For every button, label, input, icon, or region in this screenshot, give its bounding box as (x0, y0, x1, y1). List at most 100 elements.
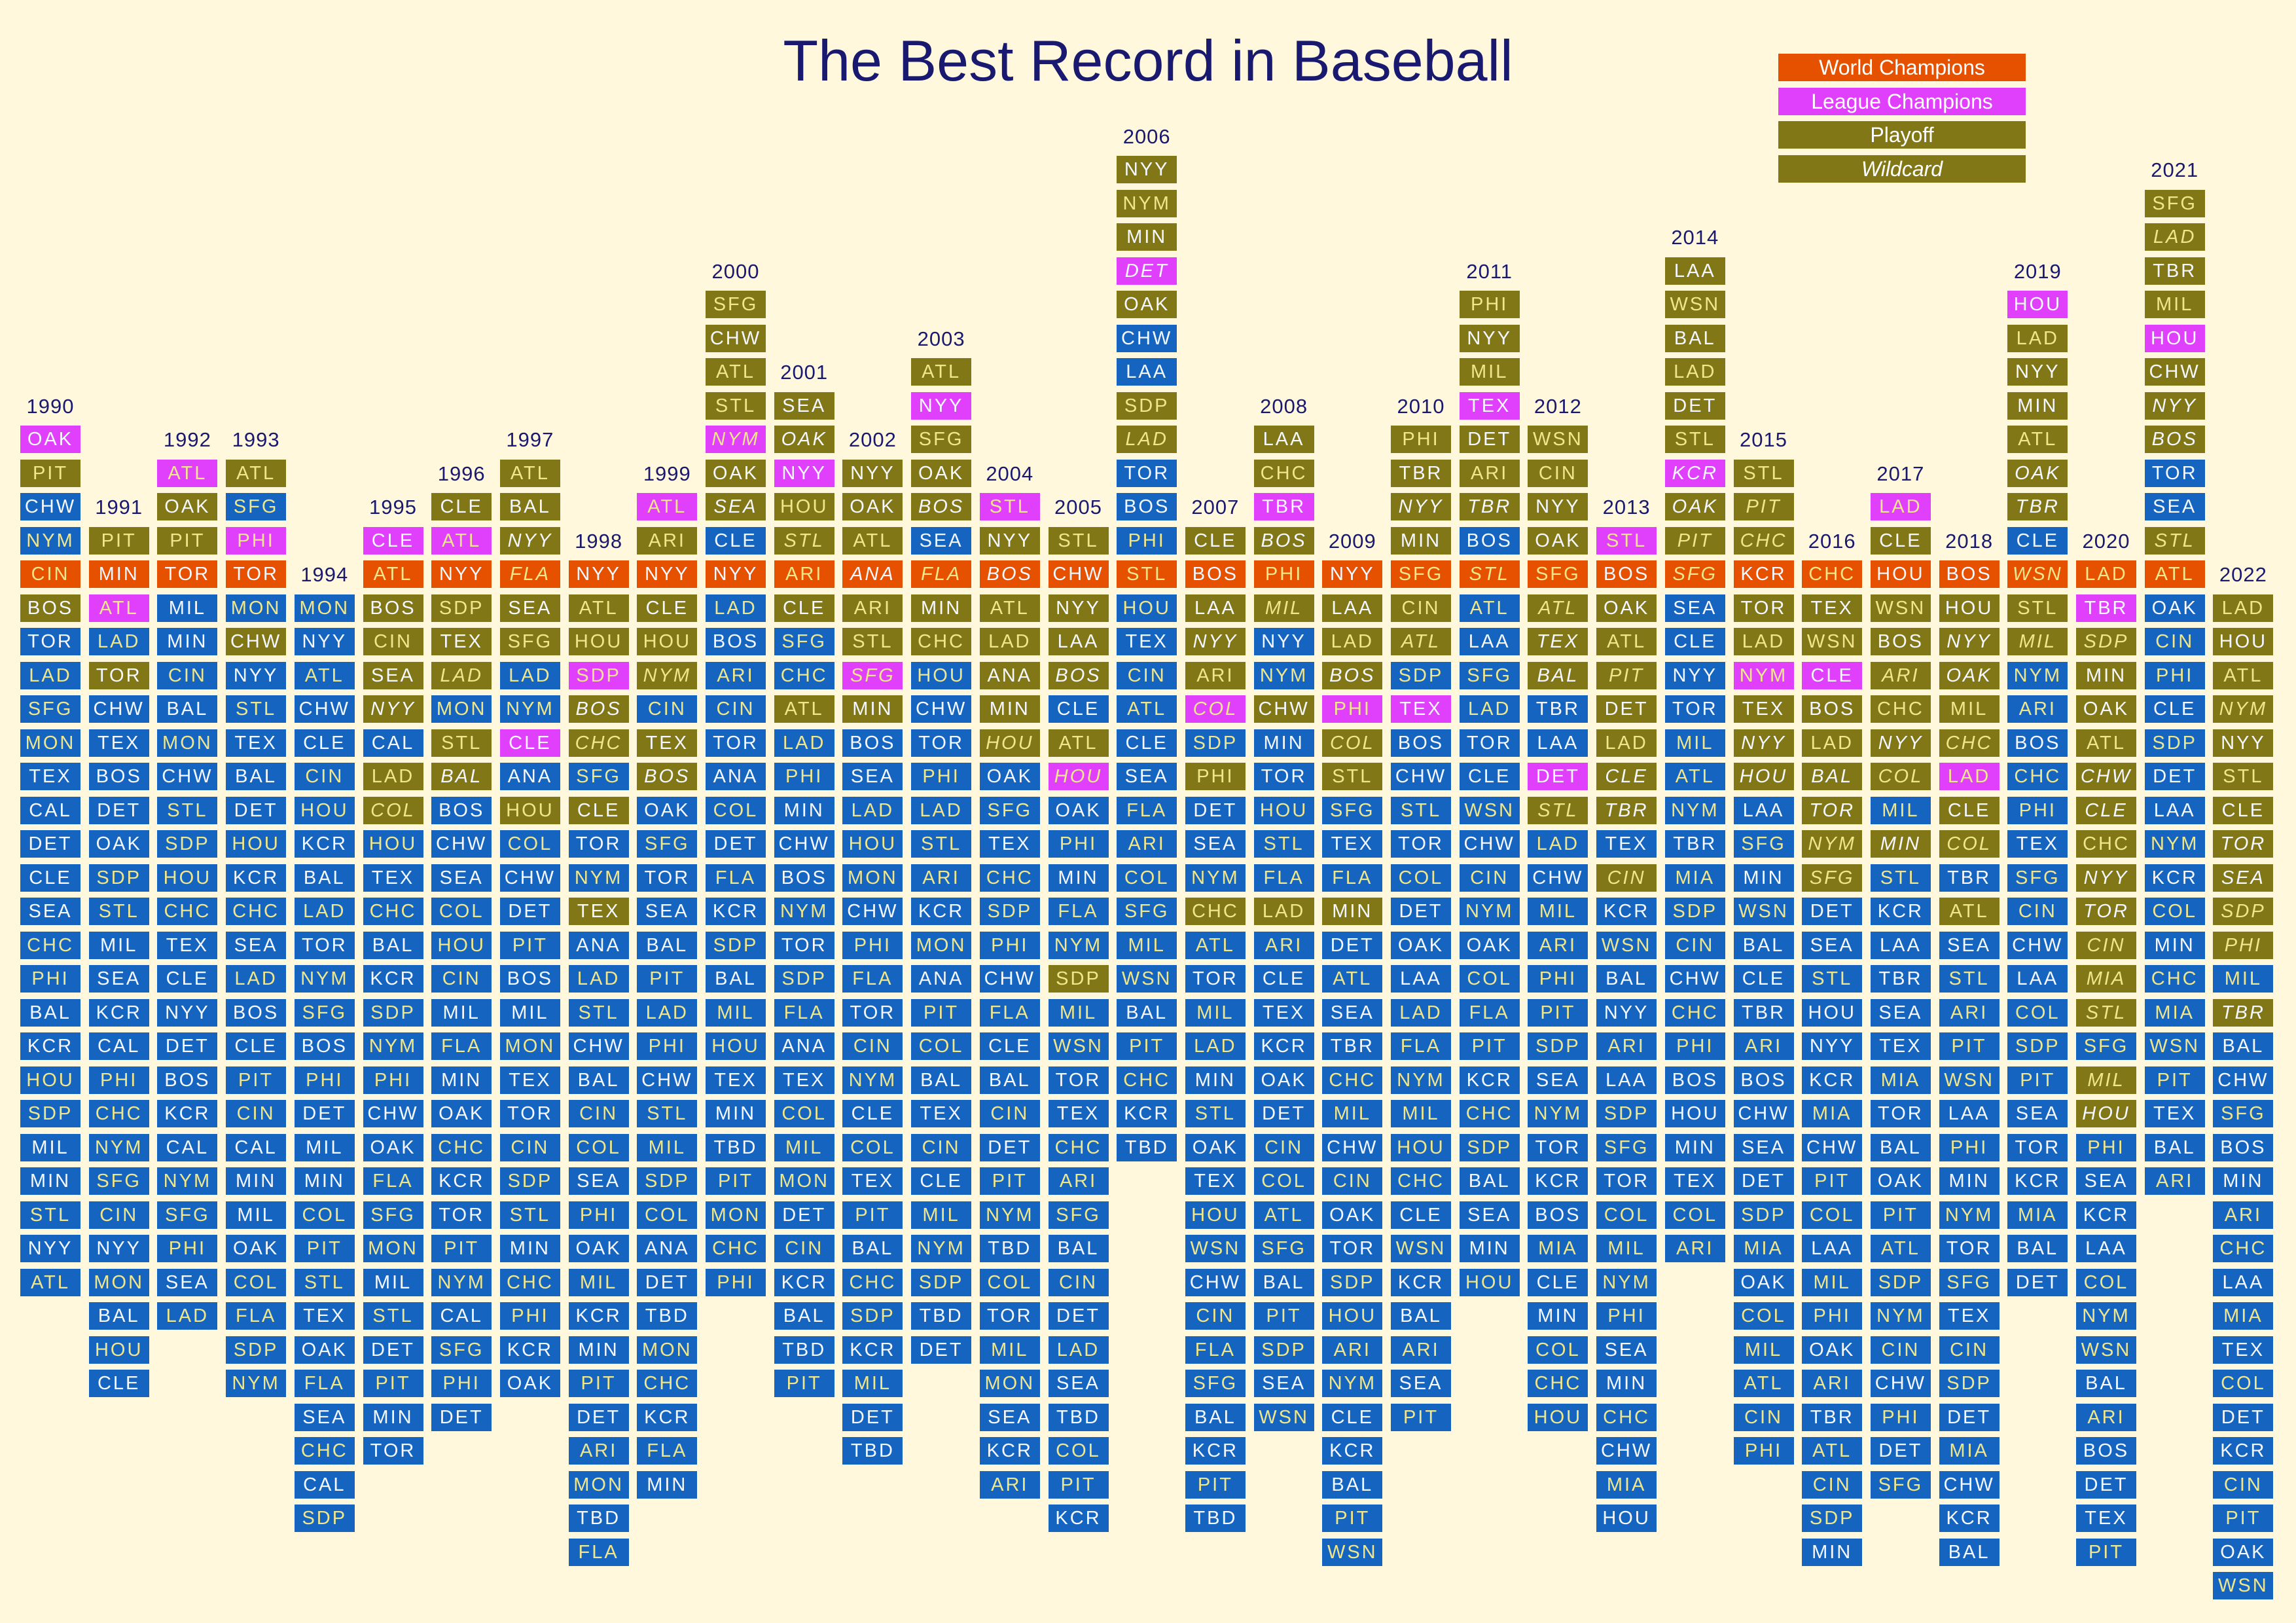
team-box-cle: CLE (431, 493, 492, 520)
team-box-ari: ARI (2076, 1403, 2136, 1431)
team-box-col: COL (637, 1201, 698, 1229)
team-box-hou: HOU (1596, 1504, 1657, 1532)
team-box-nym: NYM (1117, 189, 1177, 217)
team-box-oak: OAK (157, 493, 218, 520)
team-box-sea: SEA (1391, 1370, 1451, 1397)
team-box-nyy: NYY (363, 695, 423, 723)
team-box-chc: CHC (1802, 560, 1863, 588)
team-box-ana: ANA (774, 1032, 834, 1060)
team-box-fla: FLA (637, 1437, 698, 1465)
team-box-hou: HOU (842, 830, 903, 858)
team-box-stl: STL (88, 898, 149, 925)
team-box-hou: HOU (637, 628, 698, 655)
team-box-stl: STL (1253, 830, 1314, 858)
team-box-sdp: SDP (294, 1504, 355, 1532)
team-box-wsn: WSN (2144, 1032, 2205, 1060)
team-box-mil: MIL (2076, 1066, 2136, 1094)
team-box-fla: FLA (1048, 898, 1109, 925)
team-box-bos: BOS (2076, 1437, 2136, 1465)
team-box-mil: MIL (911, 1201, 972, 1229)
team-box-sdp: SDP (568, 661, 629, 689)
team-box-ari: ARI (1528, 931, 1588, 959)
team-box-chw: CHW (1185, 1268, 1246, 1296)
team-box-mia: MIA (1528, 1235, 1588, 1262)
team-box-oak: OAK (1870, 1167, 1931, 1195)
team-box-col: COL (1117, 864, 1177, 892)
team-box-col: COL (1253, 1167, 1314, 1195)
team-box-mil: MIL (568, 1268, 629, 1296)
team-box-tor: TOR (2144, 459, 2205, 487)
team-box-sea: SEA (1870, 998, 1931, 1027)
team-box-fla: FLA (1391, 1032, 1451, 1060)
team-box-nyy: NYY (1870, 729, 1931, 757)
team-box-chc: CHC (1733, 526, 1794, 555)
team-box-tex: TEX (842, 1167, 903, 1195)
team-box-cin: CIN (568, 1100, 629, 1127)
team-box-hou: HOU (1664, 1100, 1725, 1127)
team-box-col: COL (431, 898, 492, 925)
team-box-sea: SEA (842, 763, 903, 790)
team-box-kcr: KCR (774, 1268, 834, 1296)
team-box-oak: OAK (363, 1133, 423, 1161)
team-box-oak: OAK (1185, 1133, 1246, 1161)
team-box-stl: STL (20, 1201, 81, 1229)
team-box-cin: CIN (363, 628, 423, 655)
team-box-hou: HOU (911, 661, 972, 689)
team-box-kcr: KCR (979, 1437, 1040, 1465)
team-box-sdp: SDP (363, 998, 423, 1027)
team-box-tor: TOR (431, 1201, 492, 1229)
team-box-sdp: SDP (1939, 1370, 2000, 1397)
team-box-mil: MIL (1391, 1100, 1451, 1127)
team-box-tex: TEX (88, 729, 149, 757)
team-box-wsn: WSN (2007, 560, 2068, 588)
team-box-stl: STL (1870, 864, 1931, 892)
team-box-hou: HOU (774, 493, 834, 520)
team-box-ari: ARI (1322, 1336, 1383, 1364)
team-box-nym: NYM (1664, 796, 1725, 824)
team-box-mon: MON (88, 1268, 149, 1296)
team-box-mil: MIL (979, 1336, 1040, 1364)
team-box-atl: ATL (774, 695, 834, 723)
team-box-sdp: SDP (157, 830, 218, 858)
team-box-kcr: KCR (1117, 1100, 1177, 1127)
team-box-oak: OAK (568, 1235, 629, 1262)
team-box-lad: LAD (706, 594, 766, 622)
team-box-sdp: SDP (88, 864, 149, 892)
team-box-cin: CIN (2007, 898, 2068, 925)
team-box-col: COL (2213, 1370, 2274, 1397)
team-box-col: COL (1664, 1201, 1725, 1229)
team-box-cin: CIN (979, 1100, 1040, 1127)
team-box-hou: HOU (363, 830, 423, 858)
team-box-nym: NYM (1185, 864, 1246, 892)
team-box-tbr: TBR (1596, 796, 1657, 824)
team-box-cin: CIN (637, 695, 698, 723)
team-box-tex: TEX (1322, 830, 1383, 858)
team-box-laa: LAA (1459, 628, 1520, 655)
team-box-cle: CLE (1322, 1403, 1383, 1431)
team-box-atl: ATL (1117, 695, 1177, 723)
team-box-pit: PIT (363, 1370, 423, 1397)
team-box-cin: CIN (2213, 1470, 2274, 1499)
team-box-lad: LAD (499, 661, 560, 689)
team-box-fla: FLA (842, 965, 903, 993)
team-box-oak: OAK (20, 426, 81, 453)
team-box-col: COL (911, 1032, 972, 1060)
team-box-chw: CHW (1322, 1133, 1383, 1161)
team-box-phi: PHI (842, 931, 903, 959)
team-box-kcr: KCR (1802, 1066, 1863, 1094)
team-box-det: DET (1528, 763, 1588, 790)
team-box-atl: ATL (2144, 560, 2205, 588)
team-box-cin: CIN (774, 1235, 834, 1262)
team-box-sea: SEA (911, 526, 972, 555)
team-box-tbr: TBR (1802, 1403, 1863, 1431)
team-box-kcr: KCR (1253, 1032, 1314, 1060)
team-box-tex: TEX (431, 628, 492, 655)
team-box-nyy: NYY (911, 392, 972, 420)
team-box-cin: CIN (1185, 1302, 1246, 1330)
team-box-hou: HOU (88, 1336, 149, 1364)
team-box-pit: PIT (1664, 526, 1725, 555)
team-box-atl: ATL (226, 459, 287, 487)
team-box-kcr: KCR (88, 998, 149, 1027)
team-box-sfg: SFG (1322, 796, 1383, 824)
team-box-sfg: SFG (1253, 1235, 1314, 1262)
